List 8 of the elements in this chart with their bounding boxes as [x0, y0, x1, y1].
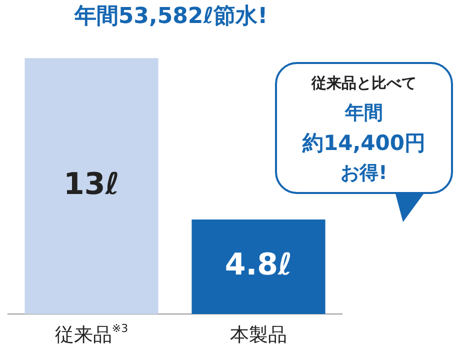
text: 年間: [344, 101, 384, 126]
annotation: 従来品と比べて: [310, 73, 418, 94]
chart-title: 年間53,582ℓ節水!: [73, 4, 268, 29]
x-tick-label: 本製品: [230, 324, 287, 346]
annotation: お得!: [340, 161, 388, 186]
data-label: 4.8ℓ: [224, 248, 292, 283]
annotation: 約14,400円: [301, 130, 427, 157]
data-label: 13ℓ: [64, 166, 120, 202]
